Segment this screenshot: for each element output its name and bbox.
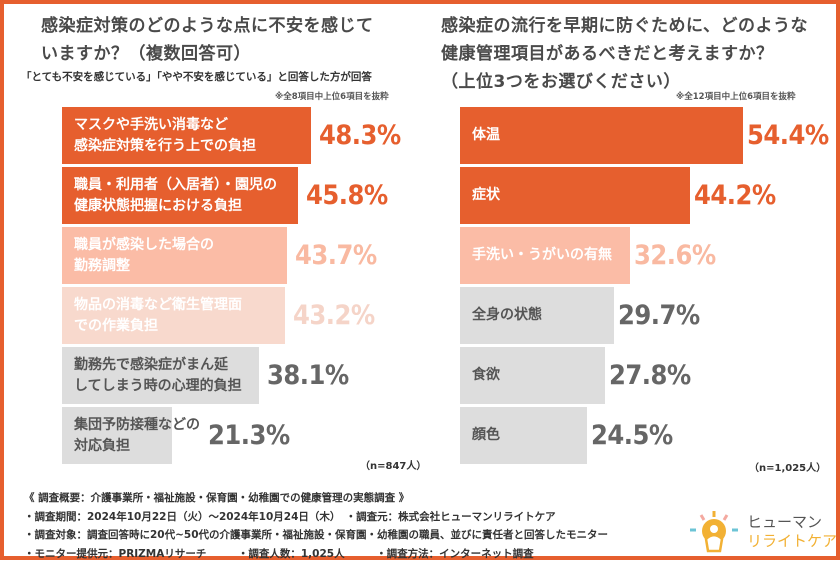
right-bar-label: 全身の状態: [472, 305, 542, 326]
left-chart-note: ※全8項目中上位6項目を抜粋: [275, 90, 389, 102]
left-bar-label-line: 健康状態把握における負担: [74, 196, 277, 217]
left-bar-label-line: してしまう時の心理的負担: [74, 376, 242, 397]
right-bar-label-line: 顔色: [472, 425, 500, 446]
left-title-line-1: 感染症対策のどのような点に不安を感じて: [41, 12, 374, 40]
left-bar-label: 職員・利用者（入居者）・園児の健康状態把握における負担: [74, 175, 277, 217]
company-logo: ヒューマン リライトケア: [687, 509, 837, 554]
lightbulb-person-icon: [687, 509, 743, 554]
left-bar-label-line: 勤務先で感染症がまん延: [74, 355, 242, 376]
left-title-line-2: いますか？（複数回答可）: [41, 40, 374, 68]
left-bar-5: 勤務先で感染症がまん延してしまう時の心理的負担: [62, 347, 259, 404]
left-bar-2: 職員・利用者（入居者）・園児の健康状態把握における負担: [62, 167, 298, 224]
right-bar-label-line: 症状: [472, 185, 500, 206]
right-value-label-3: 32.6%: [634, 227, 716, 284]
right-title-line-1: 感染症の流行を早期に防ぐために、どのような: [441, 12, 808, 40]
right-bar-label: 症状: [472, 185, 500, 206]
left-bar-6: 集団予防接種などの対応負担: [62, 407, 172, 464]
right-chart-sample-size: （n=1,025人）: [749, 459, 826, 474]
right-value-label-4: 29.7%: [618, 287, 700, 344]
left-bar-label-line: 感染症対策を行う上での負担: [74, 136, 256, 157]
right-title-line-2: 健康管理項目があるべきだと考えますか？: [441, 40, 808, 68]
right-bar-label: 体温: [472, 125, 500, 146]
survey-period: ・調査期間：2024年10月22日（火）～2024年10月24日（木） ・調査元…: [24, 508, 608, 527]
left-bar-label-line: マスクや手洗い消毒など: [74, 115, 256, 136]
survey-summary: 《 調査概要：介護事業所・福祉施設・保育園・幼稚園での健康管理の実態調査 》 ・…: [24, 489, 608, 563]
left-bar-label-line: 職員が感染した場合の: [74, 235, 214, 256]
left-bar-4: 物品の消毒など衛生管理面での作業負担: [62, 287, 285, 344]
left-bar-label-line: 物品の消毒など衛生管理面: [74, 295, 242, 316]
left-value-label-6: 21.3%: [208, 407, 290, 464]
left-bar-label-line: 対応負担: [74, 436, 200, 457]
left-value-label-5: 38.1%: [267, 347, 349, 404]
left-value-label-1: 48.3%: [319, 107, 401, 164]
left-bar-label-line: 勤務調整: [74, 256, 214, 277]
right-bar-4: 全身の状態: [460, 287, 614, 344]
left-bar-3: 職員が感染した場合の勤務調整: [62, 227, 287, 284]
right-bar-5: 食欲: [460, 347, 605, 404]
right-value-label-1: 54.4%: [747, 107, 829, 164]
left-bar-label-line: 集団予防接種などの: [74, 415, 200, 436]
left-value-label-2: 45.8%: [306, 167, 388, 224]
left-bar-label: マスクや手洗い消毒など感染症対策を行う上での負担: [74, 115, 256, 157]
right-bar-label: 顔色: [472, 425, 500, 446]
logo-text-line-2: リライトケア: [747, 530, 837, 551]
right-value-label-6: 24.5%: [591, 407, 673, 464]
right-bar-label-line: 手洗い・うがいの有無: [472, 245, 612, 266]
right-value-label-2: 44.2%: [694, 167, 776, 224]
logo-text-line-1: ヒューマン: [747, 511, 822, 532]
survey-provider: ・モニター提供元：PRIZMAリサーチ ・調査人数：1,025人 ・調査方法：イ…: [24, 545, 608, 563]
survey-summary-heading: 《 調査概要：介護事業所・福祉施設・保育園・幼稚園での健康管理の実態調査 》: [24, 489, 608, 508]
left-bar-1: マスクや手洗い消毒など感染症対策を行う上での負担: [62, 107, 311, 164]
right-chart-note: ※全12項目中上位6項目を抜粋: [676, 90, 796, 102]
right-chart-title: 感染症の流行を早期に防ぐために、どのような 健康管理項目があるべきだと考えますか…: [441, 12, 808, 96]
right-bar-3: 手洗い・うがいの有無: [460, 227, 630, 284]
left-chart-sample-size: （n=847人）: [360, 457, 426, 472]
right-bar-label: 食欲: [472, 365, 500, 386]
left-bar-label: 集団予防接種などの対応負担: [74, 415, 200, 457]
right-bar-label: 手洗い・うがいの有無: [472, 245, 612, 266]
left-value-label-4: 43.2%: [293, 287, 375, 344]
left-bar-label: 勤務先で感染症がまん延してしまう時の心理的負担: [74, 355, 242, 397]
survey-target: ・調査対象：調査回答時に20代~50代の介護事業所・福祉施設・保育園・幼稚園の職…: [24, 526, 608, 545]
left-bar-label: 物品の消毒など衛生管理面での作業負担: [74, 295, 242, 337]
right-bar-label-line: 体温: [472, 125, 500, 146]
left-chart-title: 感染症対策のどのような点に不安を感じて いますか？（複数回答可）: [41, 12, 374, 68]
right-bar-label-line: 全身の状態: [472, 305, 542, 326]
left-chart-subtitle: 「とても不安を感じている」「やや不安を感じている」と回答した方が回答: [21, 69, 372, 84]
right-bar-label-line: 食欲: [472, 365, 500, 386]
right-bar-2: 症状: [460, 167, 690, 224]
left-bar-label: 職員が感染した場合の勤務調整: [74, 235, 214, 277]
right-bar-6: 顔色: [460, 407, 587, 464]
right-bar-1: 体温: [460, 107, 743, 164]
left-bar-label-line: 職員・利用者（入居者）・園児の: [74, 175, 277, 196]
left-bar-label-line: での作業負担: [74, 316, 242, 337]
right-value-label-5: 27.8%: [609, 347, 691, 404]
left-value-label-3: 43.7%: [295, 227, 377, 284]
